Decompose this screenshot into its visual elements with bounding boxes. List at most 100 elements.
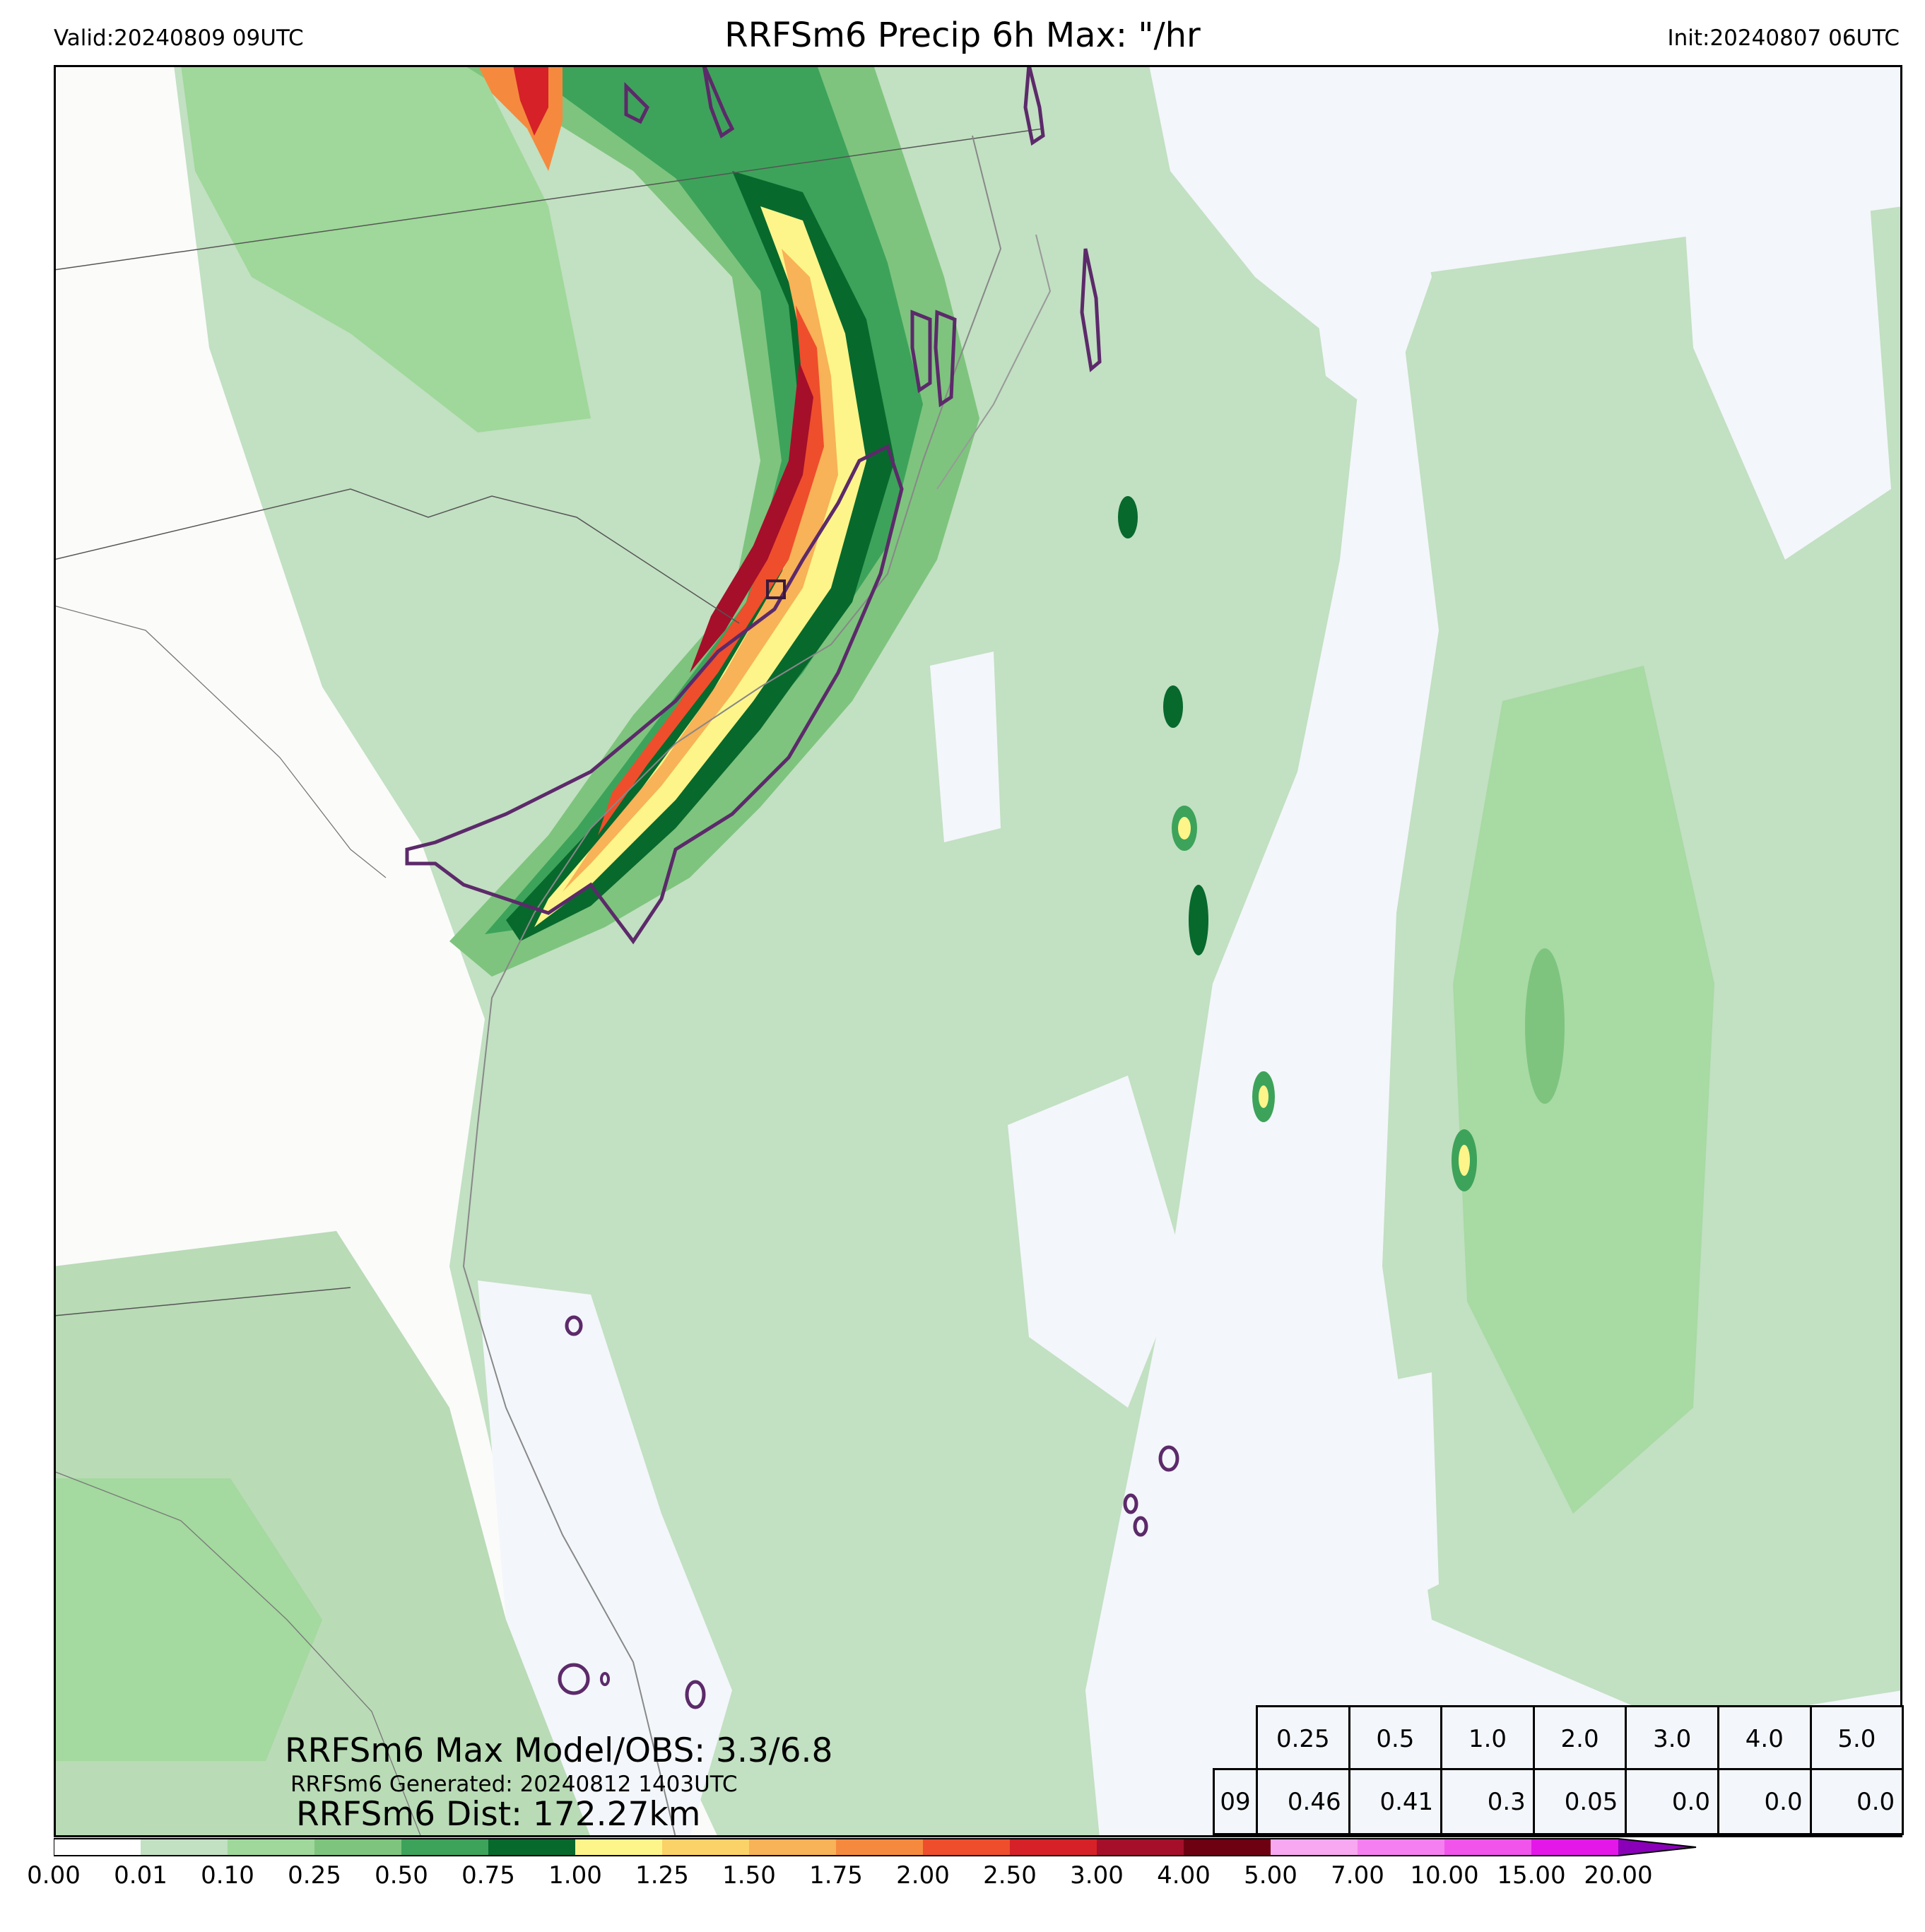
colorbar-tick-label: 0.50 <box>375 1861 428 1890</box>
precip-band-medium-sw <box>54 1478 322 1761</box>
obs-contour-ring-1 <box>565 1315 583 1336</box>
precip-cell-1 <box>1118 496 1138 538</box>
colorbar-segment <box>228 1839 315 1856</box>
obs-contour-north-5 <box>910 310 932 394</box>
colorbar-segment <box>401 1839 489 1856</box>
stats-threshold-cell: 3.0 <box>1625 1705 1719 1772</box>
stats-threshold-cell: 1.0 <box>1440 1705 1535 1772</box>
colorbar-segment <box>141 1839 228 1856</box>
stats-row-label: 09 <box>1213 1768 1258 1835</box>
colorbar-segment <box>1184 1839 1271 1856</box>
stats-value-cell: 0.0 <box>1717 1768 1812 1835</box>
stats-value-cell: 0.05 <box>1532 1768 1627 1835</box>
distance-label: RRFSm6 Dist: 172.27km <box>296 1795 701 1834</box>
precip-band-medium-east <box>1453 666 1714 1514</box>
precip-field-light <box>174 65 1361 1837</box>
station-marker <box>766 579 786 599</box>
colorbar-segment <box>662 1839 750 1856</box>
colorbar-segment <box>1271 1839 1358 1856</box>
dry-gap-3 <box>1255 1372 1439 1655</box>
obs-contour-ring-7 <box>600 1672 610 1686</box>
obs-contour-ring-6 <box>685 1680 706 1709</box>
colorbar-tick-label: 1.25 <box>635 1861 689 1890</box>
colorbar-tick-label: 5.00 <box>1244 1861 1297 1890</box>
colorbar-tick-label: 0.25 <box>288 1861 341 1890</box>
dry-gap-2 <box>1008 1076 1184 1408</box>
precip-band-heavy-core <box>506 171 895 941</box>
colorbar-segment <box>923 1839 1011 1856</box>
colorbar-segment <box>314 1839 402 1856</box>
precip-cell-7 <box>1525 948 1565 1104</box>
state-border-4 <box>54 1287 351 1317</box>
obs-contour-ring-3 <box>1123 1493 1138 1514</box>
dry-gap-6 <box>478 1280 732 1837</box>
stats-threshold-cell: 0.5 <box>1348 1705 1443 1772</box>
colorbar-extend-arrow <box>1618 1839 1696 1856</box>
valid-time-label: Valid:20240809 09UTC <box>54 25 304 51</box>
precip-band-medium-west <box>181 65 591 432</box>
colorbar-tick-label: 0.00 <box>27 1861 81 1890</box>
colorbar-segment <box>488 1839 576 1856</box>
init-time-label: Init:20240807 06UTC <box>1667 25 1900 51</box>
obs-contour-north-6 <box>934 310 957 408</box>
precip-band-orange <box>563 249 838 892</box>
obs-contour-north-2 <box>702 65 735 139</box>
colorbar <box>54 1838 1697 1856</box>
colorbar-tick-label: 7.00 <box>1331 1861 1384 1890</box>
stats-threshold-cell: 0.25 <box>1256 1705 1350 1772</box>
colorbar-segment <box>1444 1839 1532 1856</box>
stats-threshold-cell: 2.0 <box>1532 1705 1627 1772</box>
colorbar-tick-label: 0.01 <box>114 1861 167 1890</box>
colorbar-segment <box>1010 1839 1097 1856</box>
precip-band-red <box>598 305 824 835</box>
colorbar-segment <box>1531 1839 1619 1856</box>
stats-value-cell: 0.46 <box>1256 1768 1350 1835</box>
colorbar-tick-label: 10.00 <box>1410 1861 1479 1890</box>
state-border-1 <box>54 128 1044 271</box>
stats-value-cell: 0.0 <box>1809 1768 1905 1835</box>
state-border-5 <box>54 1471 422 1837</box>
dry-gap-4 <box>1679 107 1891 560</box>
obs-contour-main <box>405 444 904 945</box>
colorbar-segment <box>749 1839 837 1856</box>
obs-contour-ring-5 <box>558 1663 590 1695</box>
obs-contour-north-3 <box>1023 65 1045 146</box>
obs-contour-north-1 <box>624 81 650 124</box>
colorbar-tick-label: 2.50 <box>983 1861 1037 1890</box>
precip-cell-6-core <box>1459 1145 1470 1176</box>
colorbar-tick-label: 1.50 <box>722 1861 776 1890</box>
stats-value-cell: 0.3 <box>1440 1768 1535 1835</box>
precip-cell-4 <box>1189 885 1208 955</box>
colorbar-tick-label: 0.75 <box>461 1861 515 1890</box>
colorbar-segment <box>1097 1839 1184 1856</box>
colorbar-tick-label: 0.10 <box>201 1861 254 1890</box>
colorbar-tick-label: 3.00 <box>1070 1861 1124 1890</box>
colorbar-tick-label: 2.00 <box>896 1861 950 1890</box>
colorbar-segment <box>836 1839 924 1856</box>
map-title: RRFSm6 Precip 6h Max: "/hr <box>724 16 1201 55</box>
stats-threshold-cell: 4.0 <box>1717 1705 1812 1772</box>
precip-cell-3-core <box>1178 817 1191 840</box>
coastline-outer-banks <box>936 234 1052 490</box>
stats-value-cell: 0.0 <box>1625 1768 1719 1835</box>
state-border-3 <box>54 605 387 878</box>
colorbar-tick-label: 15.00 <box>1497 1861 1566 1890</box>
state-border-2 <box>54 488 740 624</box>
precip-cell-2 <box>1163 685 1183 728</box>
dry-gap-5 <box>930 652 1001 842</box>
obs-contour-ring-4 <box>1133 1516 1148 1537</box>
generated-label: RRFSm6 Generated: 20240812 1403UTC <box>290 1772 738 1797</box>
coastline <box>462 135 1002 1837</box>
colorbar-outline <box>54 1838 1697 1856</box>
colorbar-tick-label: 4.00 <box>1157 1861 1211 1890</box>
colorbar-tick-label: 1.00 <box>548 1861 602 1890</box>
colorbar-segment <box>575 1839 663 1856</box>
obs-contour-ring-2 <box>1158 1445 1179 1472</box>
obs-contour-north-4 <box>1080 248 1102 372</box>
colorbar-tick-label: 1.75 <box>809 1861 863 1890</box>
precip-cell-5-core <box>1259 1085 1268 1108</box>
map-frame <box>54 65 1902 1837</box>
precip-map <box>54 65 1902 1837</box>
colorbar-tick-label: 20.00 <box>1584 1861 1653 1890</box>
colorbar-segment <box>54 1839 141 1856</box>
